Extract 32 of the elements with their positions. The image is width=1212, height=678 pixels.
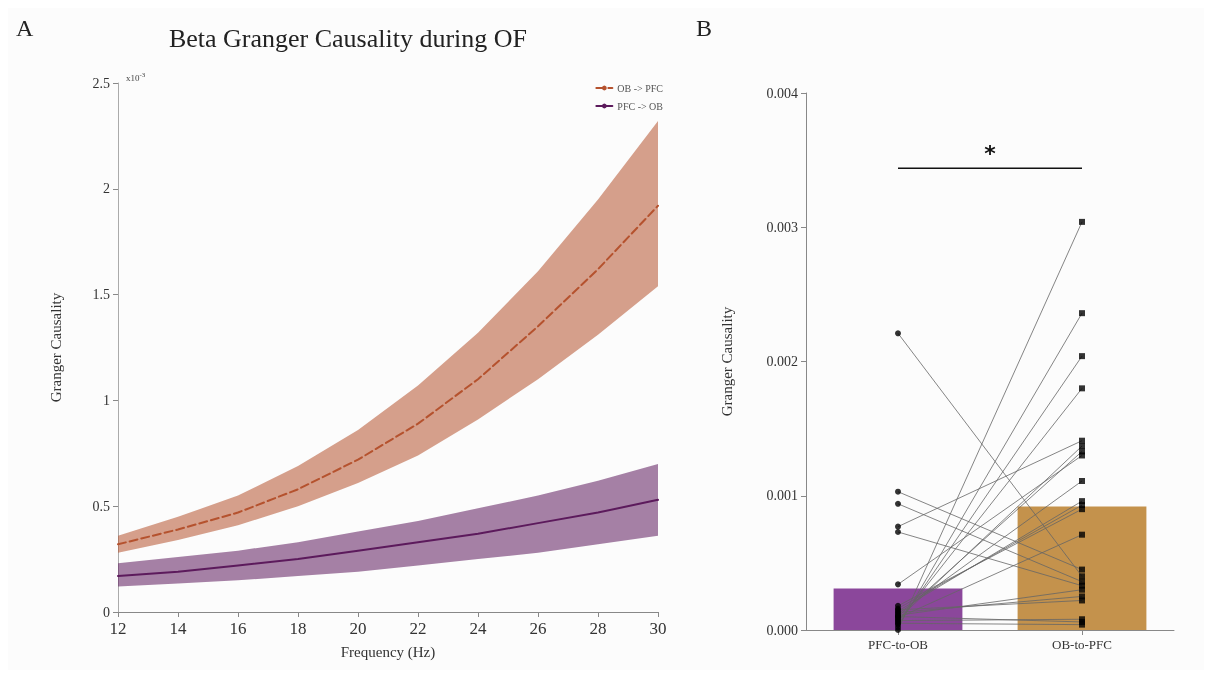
chart-title: Beta Granger Causality during OF: [168, 23, 528, 53]
x-tick-label: 26: [529, 619, 547, 638]
y-tick-label: 1.5: [92, 287, 110, 303]
y-tick-label: 0.000: [766, 622, 798, 638]
y-axis-title: Granger Causality: [718, 306, 735, 417]
x-axis-title: Frequency (Hz): [340, 643, 436, 661]
x-tick-label: 16: [229, 619, 247, 638]
legend-label: PFC -> OB: [617, 100, 664, 112]
text: A: [16, 15, 34, 41]
x-tick-label: 14: [169, 619, 187, 638]
y-tick-label: 0.5: [92, 498, 110, 514]
y-tick-label: 0: [103, 604, 110, 620]
y-tick-label: 0.004: [766, 85, 798, 101]
y-tick-label: 0.001: [766, 488, 798, 504]
y-tick-label: 2.5: [92, 75, 110, 91]
x-tick-label: PFC-to-OB: [868, 637, 929, 652]
x-tick-label: 12: [109, 619, 127, 638]
y-tick-label: 2: [103, 181, 110, 197]
x-tick-label: 24: [469, 619, 487, 638]
text: B: [696, 15, 713, 41]
legend-label: OB -> PFC: [617, 82, 664, 94]
x-tick-label: 18: [289, 619, 307, 638]
x-tick-label: 28: [589, 619, 607, 638]
y-axis-title: Granger Causality: [47, 292, 64, 403]
x-tick-label: OB-to-PFC: [1052, 637, 1112, 652]
x-tick-label: 20: [349, 619, 367, 638]
y-tick-label: 0.003: [766, 219, 798, 235]
y-tick-label: 0.002: [766, 354, 798, 369]
x-tick-label: 30: [649, 619, 667, 638]
annotation: *: [984, 140, 997, 166]
x-tick-label: 22: [409, 619, 427, 638]
y-tick-label: 1: [103, 392, 110, 408]
